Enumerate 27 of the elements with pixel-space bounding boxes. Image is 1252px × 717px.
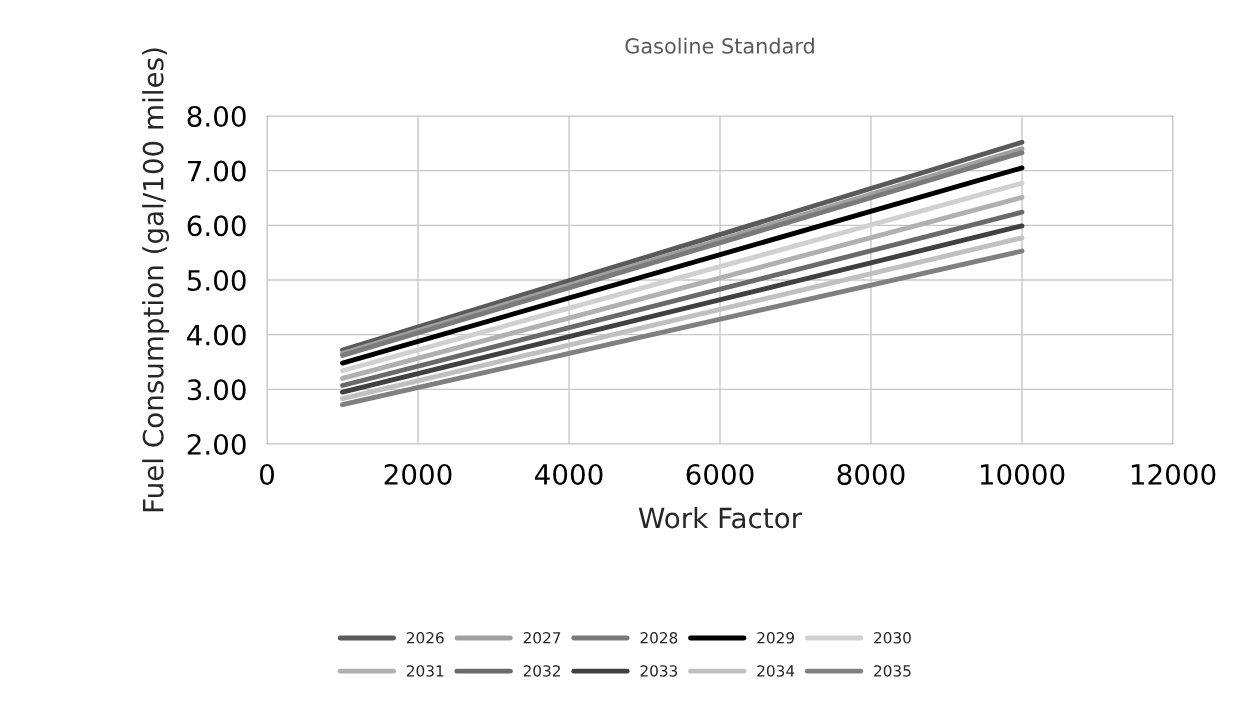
legend-label: 2032	[523, 665, 560, 677]
legend-label: 2030	[874, 632, 911, 644]
y-tick-label: 3.00	[187, 379, 246, 401]
legend-label: 2034	[757, 665, 795, 677]
legend-label: 2026	[406, 632, 444, 644]
legend-label: 2027	[523, 632, 561, 644]
chart-title: Gasoline Standard	[625, 37, 814, 54]
legend-label: 2033	[640, 665, 678, 677]
y-tick-label: 6.00	[187, 215, 246, 237]
x-axis-title: Work Factor	[638, 506, 803, 529]
x-tick-label: 12000	[1131, 463, 1216, 485]
y-tick-label: 8.00	[187, 105, 246, 127]
legend-label: 2035	[874, 665, 911, 677]
x-tick-label: 10000	[980, 463, 1065, 485]
legend-label: 2029	[757, 632, 795, 644]
x-tick-label: 0	[259, 463, 274, 485]
y-tick-label: 4.00	[187, 324, 246, 346]
legend-label: 2031	[406, 665, 444, 677]
y-tick-label: 5.00	[187, 269, 246, 291]
y-tick-label: 2.00	[187, 433, 246, 455]
x-tick-label: 2000	[384, 463, 452, 485]
y-axis-title: Fuel Consumption (gal/100 miles)	[142, 48, 170, 512]
x-tick-label: 8000	[837, 463, 905, 485]
legend-label: 2028	[640, 632, 678, 644]
x-tick-label: 4000	[535, 463, 603, 485]
x-tick-label: 6000	[686, 463, 754, 485]
y-tick-label: 7.00	[187, 160, 246, 182]
